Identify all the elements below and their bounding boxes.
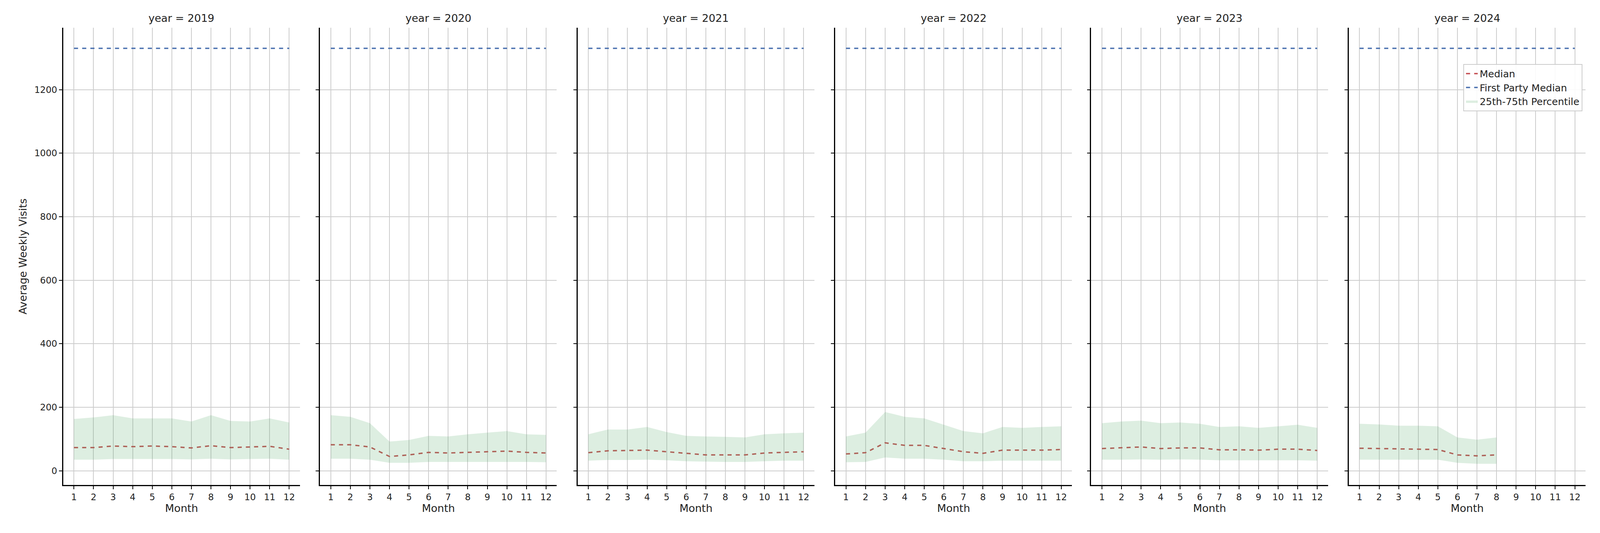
svg-text:3: 3 [110, 492, 117, 503]
svg-text:7: 7 [188, 492, 195, 503]
svg-text:7: 7 [445, 492, 452, 503]
svg-text:4: 4 [644, 492, 650, 503]
svg-text:11: 11 [1035, 492, 1048, 503]
svg-text:7: 7 [1216, 492, 1223, 503]
svg-text:5: 5 [406, 492, 413, 503]
svg-text:year = 2023: year = 2023 [1176, 12, 1243, 25]
svg-text:2: 2 [605, 492, 611, 503]
svg-text:6: 6 [1454, 492, 1461, 503]
svg-text:Average Weekly Visits: Average Weekly Visits [16, 198, 29, 315]
svg-text:12: 12 [1055, 492, 1067, 503]
svg-text:3: 3 [882, 492, 889, 503]
svg-text:8: 8 [1235, 492, 1242, 503]
svg-text:10: 10 [501, 492, 513, 503]
svg-text:11: 11 [264, 492, 276, 503]
svg-text:600: 600 [40, 275, 58, 286]
svg-text:6: 6 [941, 492, 947, 503]
svg-text:year = 2020: year = 2020 [405, 12, 472, 25]
svg-text:9: 9 [999, 492, 1006, 503]
svg-text:8: 8 [1493, 492, 1500, 503]
svg-text:0: 0 [51, 466, 58, 477]
svg-text:3: 3 [1138, 492, 1145, 503]
svg-text:11: 11 [778, 492, 790, 503]
svg-text:year = 2024: year = 2024 [1434, 12, 1501, 25]
svg-text:10: 10 [1530, 492, 1542, 503]
svg-text:9: 9 [1255, 492, 1262, 503]
svg-text:Month: Month [421, 502, 456, 515]
svg-text:9: 9 [484, 492, 491, 503]
svg-text:5: 5 [921, 492, 928, 503]
svg-text:10: 10 [244, 492, 256, 503]
svg-text:10: 10 [1272, 492, 1284, 503]
svg-text:11: 11 [1549, 492, 1561, 503]
svg-text:1: 1 [585, 492, 592, 503]
svg-text:1: 1 [1099, 492, 1106, 503]
svg-text:Month: Month [165, 502, 199, 515]
svg-text:1: 1 [327, 492, 334, 503]
svg-text:9: 9 [1513, 492, 1520, 503]
svg-text:8: 8 [208, 492, 215, 503]
svg-text:12: 12 [798, 492, 810, 503]
svg-text:400: 400 [40, 338, 58, 349]
svg-text:9: 9 [742, 492, 749, 503]
svg-text:Month: Month [937, 502, 971, 515]
svg-text:12: 12 [540, 492, 552, 503]
svg-text:1: 1 [1356, 492, 1363, 503]
svg-text:2: 2 [1376, 492, 1383, 503]
svg-text:5: 5 [149, 492, 156, 503]
svg-text:7: 7 [960, 492, 967, 503]
svg-text:year = 2019: year = 2019 [148, 12, 215, 25]
svg-text:800: 800 [40, 211, 58, 222]
svg-text:10: 10 [758, 492, 770, 503]
svg-text:1200: 1200 [34, 84, 58, 95]
svg-text:5: 5 [663, 492, 670, 503]
svg-text:200: 200 [40, 402, 58, 413]
svg-text:Median: Median [1479, 68, 1516, 80]
svg-text:2: 2 [347, 492, 354, 503]
svg-text:10: 10 [1016, 492, 1028, 503]
svg-text:4: 4 [901, 492, 908, 503]
svg-text:2: 2 [1118, 492, 1125, 503]
svg-text:8: 8 [980, 492, 986, 503]
svg-text:12: 12 [1311, 492, 1323, 503]
svg-text:6: 6 [169, 492, 175, 503]
svg-text:25th-75th Percentile: 25th-75th Percentile [1479, 96, 1580, 108]
svg-text:2: 2 [862, 492, 869, 503]
svg-text:12: 12 [1569, 492, 1581, 503]
svg-text:First Party Median: First Party Median [1479, 82, 1568, 94]
svg-text:1000: 1000 [34, 148, 58, 159]
svg-text:3: 3 [367, 492, 374, 503]
svg-text:11: 11 [520, 492, 533, 503]
svg-text:year = 2021: year = 2021 [662, 12, 729, 25]
svg-text:6: 6 [683, 492, 690, 503]
svg-text:3: 3 [1395, 492, 1402, 503]
svg-text:12: 12 [283, 492, 295, 503]
svg-text:Month: Month [1192, 502, 1227, 515]
svg-text:4: 4 [129, 492, 136, 503]
svg-text:5: 5 [1435, 492, 1442, 503]
svg-text:3: 3 [624, 492, 631, 503]
svg-text:7: 7 [1474, 492, 1481, 503]
svg-text:year = 2022: year = 2022 [920, 12, 987, 25]
svg-text:4: 4 [1415, 492, 1422, 503]
svg-text:Month: Month [679, 502, 713, 515]
svg-text:4: 4 [386, 492, 393, 503]
svg-text:Month: Month [1450, 502, 1484, 515]
svg-text:1: 1 [71, 492, 77, 503]
svg-text:4: 4 [1157, 492, 1164, 503]
svg-text:8: 8 [464, 492, 471, 503]
svg-text:1: 1 [842, 492, 849, 503]
svg-text:5: 5 [1177, 492, 1184, 503]
svg-text:2: 2 [90, 492, 97, 503]
svg-text:6: 6 [1196, 492, 1203, 503]
svg-text:9: 9 [227, 492, 234, 503]
svg-text:6: 6 [425, 492, 432, 503]
svg-text:11: 11 [1291, 492, 1304, 503]
svg-text:8: 8 [722, 492, 729, 503]
svg-text:7: 7 [702, 492, 709, 503]
